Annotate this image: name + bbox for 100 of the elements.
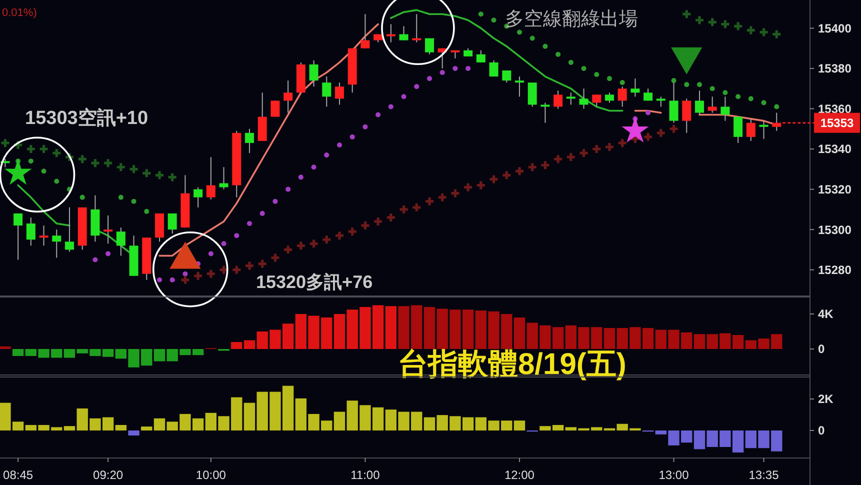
bar — [141, 426, 152, 430]
bar — [12, 349, 24, 356]
point — [92, 257, 98, 262]
point — [376, 112, 381, 118]
candlestick — [334, 82, 344, 106]
point — [774, 104, 780, 110]
point — [116, 163, 125, 172]
point — [182, 271, 188, 276]
point — [476, 181, 485, 190]
point — [1, 138, 10, 147]
point — [142, 169, 151, 178]
x-tick-label: 13:35 — [748, 468, 780, 482]
x-tick-label: 08:45 — [3, 468, 34, 482]
point — [592, 145, 601, 154]
candlestick — [399, 26, 408, 41]
point — [736, 94, 741, 100]
point — [26, 145, 35, 154]
point — [350, 134, 355, 140]
point — [221, 241, 226, 246]
candlestick — [194, 186, 203, 208]
point — [54, 178, 60, 184]
candlestick — [656, 96, 666, 108]
point — [748, 96, 754, 102]
point — [580, 149, 588, 158]
point — [618, 138, 626, 147]
candlestick — [644, 88, 653, 102]
point — [761, 100, 766, 106]
candlestick — [270, 100, 280, 118]
point — [478, 12, 484, 17]
y-tick-label: 15340 — [818, 142, 852, 156]
point — [554, 155, 562, 164]
point — [646, 110, 651, 116]
y-tick-label: 0 — [818, 342, 825, 356]
point — [260, 210, 265, 216]
point — [336, 142, 342, 148]
point — [156, 277, 162, 282]
candlestick — [489, 60, 498, 78]
bar — [231, 342, 242, 349]
point — [155, 171, 164, 180]
point — [206, 270, 215, 278]
candlestick — [39, 225, 48, 246]
point — [622, 116, 649, 142]
candlestick — [52, 229, 62, 258]
point — [52, 149, 61, 158]
point — [310, 240, 318, 248]
point — [528, 163, 536, 172]
annotation: 15320多訊+76 — [256, 272, 373, 292]
candlestick — [540, 102, 550, 124]
candlestick — [694, 90, 704, 116]
candlestick — [604, 92, 614, 104]
point — [734, 22, 742, 30]
candlestick — [64, 206, 74, 252]
point — [401, 94, 406, 100]
candlestick — [682, 98, 692, 134]
y-tick-label: 4K — [818, 307, 834, 322]
candlestick — [476, 50, 486, 63]
ref-line-label: 15353 — [820, 116, 854, 130]
point — [362, 124, 368, 130]
candlestick — [528, 82, 537, 108]
candlestick — [14, 212, 23, 260]
point — [322, 236, 331, 244]
x-tick-label: 13:00 — [658, 468, 690, 482]
point — [386, 213, 395, 222]
point — [106, 251, 111, 256]
y-tick-label: 15360 — [818, 102, 852, 116]
y-tick-label: 15300 — [818, 222, 852, 237]
point — [91, 159, 100, 168]
x-tick-label: 12:00 — [504, 468, 535, 482]
point — [311, 164, 316, 170]
candlestick — [322, 76, 332, 108]
point — [721, 20, 730, 28]
point — [671, 78, 676, 84]
point — [234, 233, 240, 238]
candlestick — [412, 14, 422, 43]
point — [466, 66, 471, 71]
candlestick — [720, 96, 730, 122]
bar — [128, 430, 140, 436]
point — [490, 175, 498, 184]
point — [426, 76, 432, 82]
point — [130, 165, 138, 174]
point — [644, 132, 652, 141]
point — [620, 80, 625, 86]
point — [361, 222, 370, 230]
annotation: 0.01%) — [2, 7, 37, 19]
x-tick-label: 11:00 — [350, 468, 380, 482]
point — [245, 262, 254, 270]
candlestick — [104, 214, 113, 244]
point — [131, 198, 136, 204]
point — [41, 168, 46, 174]
point — [40, 145, 48, 154]
point — [388, 104, 394, 110]
candlestick — [759, 120, 768, 140]
point — [335, 232, 344, 240]
candlestick — [424, 38, 434, 55]
candlestick — [219, 166, 228, 190]
y-tick-label: 0 — [818, 424, 825, 438]
candlestick — [360, 14, 370, 49]
candlestick — [708, 96, 717, 114]
bar — [0, 346, 11, 349]
point — [400, 205, 408, 214]
